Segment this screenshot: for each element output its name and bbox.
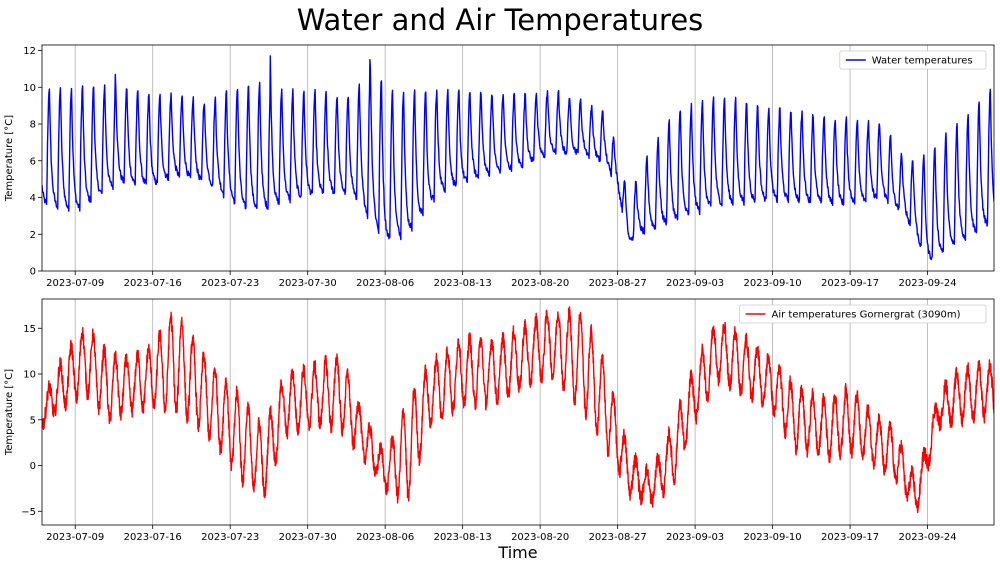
x-tick-label: 2023-07-09 <box>46 278 104 289</box>
x-tick-label: 2023-09-24 <box>899 532 957 543</box>
y-tick-label: 6 <box>30 156 36 167</box>
x-tick-label: 2023-07-30 <box>279 532 337 543</box>
x-tick-label: 2023-07-09 <box>46 532 104 543</box>
legend-box <box>739 304 987 324</box>
plot-frame <box>41 298 995 526</box>
x-tick-label: 2023-07-23 <box>201 278 259 289</box>
y-tick-label: 0 <box>30 267 36 278</box>
x-tick-label: 2023-09-10 <box>744 278 802 289</box>
water-panel: 2023-07-09 2023-07-16 2023-07-23 2023-07-30… <box>4 44 995 289</box>
figure-xlabel: Time <box>497 543 537 562</box>
x-tick-label: 2023-08-27 <box>589 532 647 543</box>
x-tick-label: 2023-07-16 <box>124 532 182 543</box>
x-tick-label: 2023-08-13 <box>434 278 492 289</box>
y-tick-label: −5 <box>21 507 36 518</box>
x-tick-label: 2023-09-24 <box>899 278 957 289</box>
legend-label: Water temperatures <box>872 56 973 67</box>
plot-frame <box>41 44 995 272</box>
y-tick-label: 2 <box>30 230 36 241</box>
y-tick-label: 0 <box>30 461 36 472</box>
x-tick-label: 2023-09-10 <box>744 532 802 543</box>
x-tick-label: 2023-08-06 <box>356 532 414 543</box>
y-tick-label: 5 <box>30 415 36 426</box>
x-tick-label: 2023-09-03 <box>666 278 724 289</box>
figure-title: Water and Air Temperatures <box>297 3 704 37</box>
series-line <box>42 55 994 261</box>
x-tick-label: 2023-08-20 <box>511 532 569 543</box>
x-tick-label: 2023-08-20 <box>511 278 569 289</box>
x-tick-label: 2023-07-30 <box>279 278 337 289</box>
x-tick-label: 2023-08-13 <box>434 532 492 543</box>
x-tick-label: 2023-09-17 <box>821 278 879 289</box>
x-tick-label: 2023-07-23 <box>201 532 259 543</box>
x-tick-label: 2023-09-17 <box>821 532 879 543</box>
y-tick-label: 10 <box>23 83 36 94</box>
x-tick-label: 2023-08-27 <box>589 278 647 289</box>
y-tick-label: 4 <box>30 193 36 204</box>
x-tick-label: 2023-09-03 <box>666 532 724 543</box>
y-axis-label: Temperature [°C] <box>4 115 15 202</box>
legend-box <box>839 50 987 70</box>
air-panel: 2023-07-09 2023-07-16 2023-07-23 2023-07-30… <box>4 298 995 543</box>
legend-label: Air temperatures Gornergrat (3090m) <box>772 310 961 321</box>
y-tick-label: 12 <box>23 46 36 57</box>
y-tick-label: 15 <box>23 324 36 335</box>
series-line <box>42 306 994 514</box>
y-tick-label: 10 <box>23 370 36 381</box>
x-tick-label: 2023-08-06 <box>356 278 414 289</box>
y-tick-label: 8 <box>30 120 36 131</box>
y-axis-label: Temperature [°C] <box>4 369 15 456</box>
x-tick-label: 2023-07-16 <box>124 278 182 289</box>
